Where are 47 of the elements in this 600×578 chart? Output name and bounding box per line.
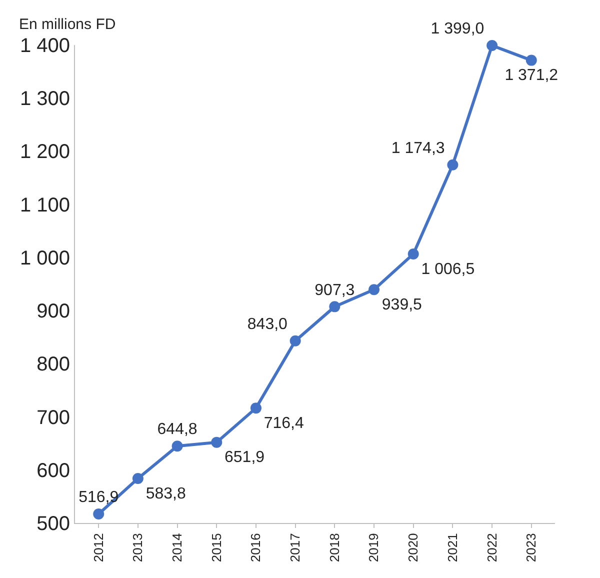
y-tick-label: 1 300 <box>20 88 70 110</box>
point <box>368 284 380 296</box>
point <box>250 402 262 414</box>
data-label: 651,9 <box>224 449 265 466</box>
point <box>172 440 183 452</box>
x-tick-label: 2022 <box>484 533 500 562</box>
y-tick-label: 1 200 <box>20 141 70 164</box>
data-label: 907,3 <box>314 282 355 299</box>
data-label: 716,4 <box>264 414 304 432</box>
data-label: 843,0 <box>247 316 288 333</box>
y-tick-label: 1 000 <box>20 247 70 270</box>
point <box>526 54 537 66</box>
point <box>408 248 419 260</box>
x-tick-label: 2016 <box>248 533 264 562</box>
point <box>447 159 458 170</box>
data-label: 1 006,5 <box>421 260 475 278</box>
point <box>132 472 144 484</box>
x-tick-label: 2015 <box>208 533 224 562</box>
point <box>290 335 301 346</box>
y-tick-label: 500 <box>36 513 70 535</box>
y-tick-label: 1 100 <box>20 194 70 216</box>
point <box>329 301 340 312</box>
data-label: 1 371,2 <box>504 67 558 84</box>
y-tick-label: 600 <box>36 460 70 482</box>
x-tick-label: 2021 <box>444 533 460 562</box>
data-label: 939,5 <box>382 296 422 314</box>
y-axis-title: En millions FD <box>19 16 116 33</box>
y-tick-label: 900 <box>36 300 70 323</box>
data-label: 644,8 <box>157 421 198 438</box>
data-label: 1 174,3 <box>391 140 445 157</box>
y-tick-label: 800 <box>36 354 70 376</box>
data-label: 1 399,0 <box>430 20 484 38</box>
x-tick-label: 2020 <box>406 533 421 562</box>
y-tick-label: 700 <box>36 406 70 429</box>
x-tick-label: 2013 <box>130 533 146 562</box>
data-label: 583,8 <box>146 485 186 502</box>
point <box>211 436 222 448</box>
x-tick-label: 2023 <box>524 533 539 562</box>
x-tick-label: 2014 <box>170 533 185 562</box>
data-label: 516,9 <box>78 489 119 506</box>
x-tick-label: 2018 <box>326 533 342 562</box>
point <box>486 40 498 52</box>
point <box>93 508 104 520</box>
x-tick-label: 2012 <box>90 533 106 562</box>
y-tick-label: 1 400 <box>20 35 70 57</box>
x-tick-label: 2017 <box>288 533 303 562</box>
x-tick-label: 2019 <box>366 533 382 562</box>
